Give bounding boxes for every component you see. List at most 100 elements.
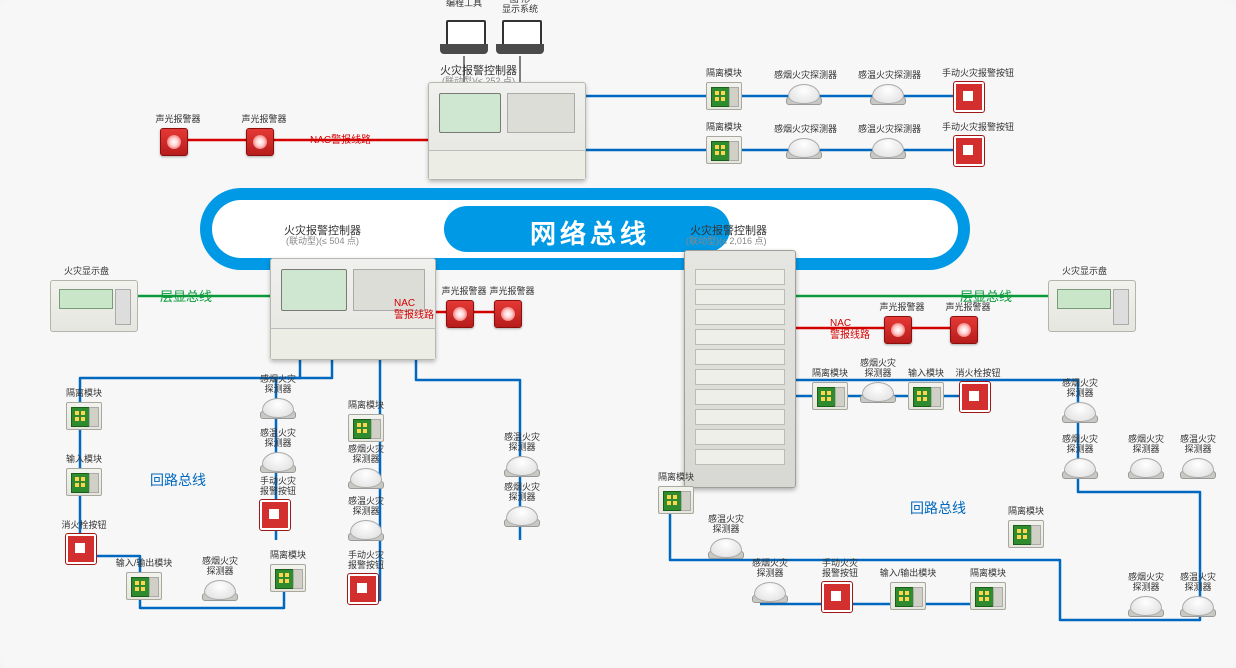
left_loop-module-3	[126, 572, 162, 600]
label-nac_left: NAC警报线路	[394, 298, 434, 321]
left_loop-detector-11	[260, 452, 294, 472]
left_loop-module-0	[66, 402, 102, 430]
right_loop_outer-detector-5	[1128, 596, 1162, 616]
right_loop_outer-module-2	[1008, 520, 1044, 548]
right_loop_bottom-label-4: 输入/输出模块	[878, 568, 938, 578]
right_loop_bottom-module-5	[970, 582, 1006, 610]
center_short-label-1: 感烟火灾探测器	[492, 482, 552, 503]
label-nac_top: NAC警报线路	[310, 135, 371, 147]
right_loop_outer-label-0: 感烟火灾探测器	[1050, 378, 1110, 399]
fire-panel-right-cabinet	[684, 250, 796, 488]
right_loop_top-detector-1	[860, 382, 894, 402]
left_loop-label-3: 输入/输出模块	[114, 558, 174, 568]
right_loop_top-label-2: 输入模块	[896, 368, 956, 378]
display-panel-label-1: 火灾显示盘	[1062, 266, 1107, 276]
laptop-0	[440, 20, 488, 54]
display-panel-1	[1048, 280, 1136, 332]
top_left_alarms-label-1: 声光报警器	[234, 114, 294, 124]
right_loop_bottom-callpoint-3	[822, 582, 852, 612]
right_loop_bottom-label-2: 感烟火灾探测器	[740, 558, 800, 579]
right_loop_outer-detector-1	[1062, 458, 1096, 478]
left_loop-module-1	[66, 468, 102, 496]
left_loop-detector-4	[202, 580, 236, 600]
left_loop-label-0: 隔离模块	[54, 388, 114, 398]
laptop-label-1: 图 形显示系统	[492, 0, 548, 15]
center_short-label-0: 感温火灾探测器	[492, 432, 552, 453]
mid_alarms_right-label-0: 声光报警器	[872, 302, 932, 312]
top_right_row1-label-0: 隔离模块	[694, 68, 754, 78]
left_loop-label-4: 感烟火灾探测器	[190, 556, 250, 577]
top_right_row2-callpoint-3	[954, 136, 984, 166]
label-loop_right: 回路总线	[910, 500, 966, 516]
mid_alarms_left-alarm-0	[446, 300, 474, 328]
left_loop-module-5	[270, 564, 306, 592]
right_loop_bottom-label-0: 隔离模块	[646, 472, 706, 482]
label-nac_right: NAC警报线路	[830, 318, 870, 341]
top_right_row1-module-0	[706, 82, 742, 110]
top_left_alarms-alarm-0	[160, 128, 188, 156]
mid_alarms_left-alarm-1	[494, 300, 522, 328]
mid_alarms_right-label-1: 声光报警器	[938, 302, 998, 312]
right_loop_outer-detector-0	[1062, 402, 1096, 422]
left_loop-module-9	[348, 414, 384, 442]
center_short-detector-0	[504, 456, 538, 476]
network-bus-label: 网络总线	[530, 214, 650, 251]
left_loop-label-9: 隔离模块	[336, 400, 396, 410]
right_loop_outer-detector-3	[1128, 458, 1162, 478]
right_loop_outer-label-3: 感烟火灾探测器	[1116, 434, 1176, 455]
right_loop_bottom-detector-2	[752, 582, 786, 602]
mid_alarms_right-alarm-1	[950, 316, 978, 344]
right_loop_top-module-0	[812, 382, 848, 410]
right_loop_outer-label-4: 感温火灾探测器	[1168, 434, 1228, 455]
left_loop-detector-10	[260, 398, 294, 418]
center_short-detector-1	[504, 506, 538, 526]
top_left_alarms-alarm-1	[246, 128, 274, 156]
left_loop-label-12: 手动火灾报警按钮	[248, 476, 308, 497]
right_loop_bottom-label-3: 手动火灾报警按钮	[810, 558, 870, 579]
right_loop_outer-detector-6	[1180, 596, 1214, 616]
top_right_row1-label-3: 手动火灾报警按钮	[942, 68, 1002, 78]
left_loop-label-5: 隔离模块	[258, 550, 318, 560]
label-loop_left: 回路总线	[150, 472, 206, 488]
left_loop-detector-7	[348, 520, 382, 540]
top_right_row2-module-0	[706, 136, 742, 164]
left_loop-callpoint-6	[348, 574, 378, 604]
right_loop_outer-label-2: 隔离模块	[996, 506, 1056, 516]
panel-right-sub: (联动型)(≤ 2,016 点)	[686, 234, 766, 247]
top_right_row2-detector-1	[786, 138, 820, 158]
right_loop_bottom-label-5: 隔离模块	[958, 568, 1018, 578]
right_loop_outer-label-5: 感烟火灾探测器	[1116, 572, 1176, 593]
left_loop-label-1: 输入模块	[54, 454, 114, 464]
top_right_row1-label-1: 感烟火灾探测器	[774, 70, 834, 80]
right_loop_top-callpoint-3	[960, 382, 990, 412]
left_loop-detector-8	[348, 468, 382, 488]
display-panel-label-0: 火灾显示盘	[64, 266, 109, 276]
label-floor_left: 层显总线	[160, 290, 212, 305]
right_loop_bottom-label-1: 感温火灾探测器	[696, 514, 756, 535]
laptop-label-0: 编程工具	[436, 0, 492, 8]
top_right_row2-label-0: 隔离模块	[694, 122, 754, 132]
left_loop-label-6: 手动火灾报警按钮	[336, 550, 396, 571]
mid_alarms_left-label-1: 声光报警器	[482, 286, 542, 296]
top_left_alarms-label-0: 声光报警器	[148, 114, 208, 124]
right_loop_top-label-3: 消火栓按钮	[948, 368, 1008, 378]
right_loop_outer-label-6: 感温火灾探测器	[1168, 572, 1228, 593]
right_loop_outer-label-1: 感烟火灾探测器	[1050, 434, 1110, 455]
right_loop_bottom-detector-1	[708, 538, 742, 558]
laptop-1	[496, 20, 544, 54]
left_loop-label-8: 感烟火灾探测器	[336, 444, 396, 465]
top_right_row1-detector-1	[786, 84, 820, 104]
left_loop-callpoint-12	[260, 500, 290, 530]
left_loop-label-2: 消火栓按钮	[54, 520, 114, 530]
top_right_row2-label-3: 手动火灾报警按钮	[942, 122, 1002, 132]
top_right_row2-label-1: 感烟火灾探测器	[774, 124, 834, 134]
right_loop_outer-detector-4	[1180, 458, 1214, 478]
wiring-layer	[0, 0, 1236, 668]
mid_alarms_right-alarm-0	[884, 316, 912, 344]
left_loop-label-7: 感温火灾探测器	[336, 496, 396, 517]
right_loop_top-module-2	[908, 382, 944, 410]
left_loop-label-11: 感温火灾探测器	[248, 428, 308, 449]
top_right_row1-label-2: 感温火灾探测器	[858, 70, 918, 80]
display-panel-0	[50, 280, 138, 332]
fire-panel-top	[428, 82, 586, 180]
